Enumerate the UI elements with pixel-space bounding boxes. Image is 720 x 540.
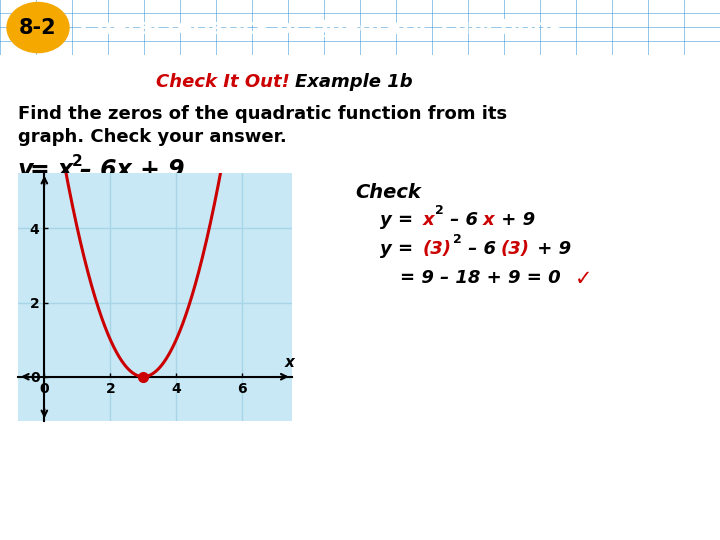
Text: = x: = x xyxy=(30,158,73,182)
Text: 8-2: 8-2 xyxy=(19,17,57,38)
Text: – 6: – 6 xyxy=(444,211,478,229)
Text: The zero appears to be 3.: The zero appears to be 3. xyxy=(18,370,277,388)
Text: graph. Check your answer.: graph. Check your answer. xyxy=(18,128,287,146)
Text: x: x xyxy=(285,355,295,370)
Text: – 6x + 9: – 6x + 9 xyxy=(80,158,184,182)
Text: + 9: + 9 xyxy=(531,240,571,258)
Text: Example 1b: Example 1b xyxy=(295,73,413,91)
Text: 2: 2 xyxy=(72,154,83,169)
Text: y: y xyxy=(18,158,33,182)
Text: ✓: ✓ xyxy=(575,269,593,289)
Text: (3): (3) xyxy=(501,240,530,258)
Text: + 9: + 9 xyxy=(495,211,535,229)
Text: 2: 2 xyxy=(453,233,462,246)
Text: x: x xyxy=(483,211,495,229)
Text: Check It Out!: Check It Out! xyxy=(156,73,290,91)
Ellipse shape xyxy=(7,3,69,52)
Text: (3): (3) xyxy=(423,240,452,258)
Text: y =: y = xyxy=(380,211,419,229)
Text: Check: Check xyxy=(355,183,421,202)
Text: Characteristics of Quadratic Functions: Characteristics of Quadratic Functions xyxy=(80,17,562,38)
Text: = 9 – 18 + 9 = 0: = 9 – 18 + 9 = 0 xyxy=(400,269,567,287)
Text: x: x xyxy=(423,211,435,229)
Text: Copyright © Holt Mc.Dougal. All Rights Reserved.: Copyright © Holt Mc.Dougal. All Rights R… xyxy=(468,522,710,532)
Text: 2: 2 xyxy=(435,204,444,217)
Text: Holt Mc.Dougal Algebra 1: Holt Mc.Dougal Algebra 1 xyxy=(10,522,170,532)
Text: y =: y = xyxy=(380,240,419,258)
Text: Find the zeros of the quadratic function from its: Find the zeros of the quadratic function… xyxy=(18,105,507,123)
Text: – 6: – 6 xyxy=(462,240,496,258)
